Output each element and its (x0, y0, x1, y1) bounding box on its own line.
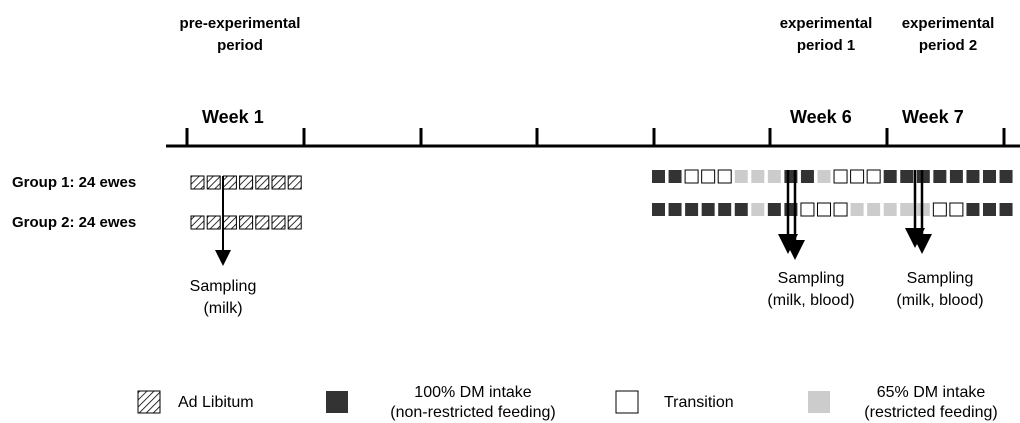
period-line: experimental (901, 15, 995, 32)
full-intake-square (718, 203, 732, 216)
full-intake-square (668, 170, 682, 183)
full-intake-square (652, 203, 665, 216)
full-intake-square (983, 170, 996, 183)
legend-swatch-full-intake (326, 391, 348, 413)
transition-square (949, 202, 964, 217)
full-intake-square (966, 170, 980, 183)
period-line: period 2 (918, 37, 978, 54)
group-1-label: Group 1: 24 ewes (12, 174, 137, 191)
ad-libitum-square (190, 175, 205, 190)
ad-libitum-square (206, 175, 221, 190)
legend-restricted-label: 65% DM intake (restricted feeding) (846, 383, 1016, 423)
full-intake-square (685, 203, 699, 216)
restricted-square (734, 170, 748, 183)
group-2-label: Group 2: 24 ewes (12, 214, 137, 231)
legend-swatch-restricted (808, 391, 830, 413)
legend-line: 100% DM intake (414, 384, 532, 401)
sampling-line: Sampling (777, 270, 845, 287)
full-intake-square (701, 203, 715, 216)
transition-square (850, 169, 865, 184)
full-intake-square (966, 203, 980, 216)
sampling-line: (milk, blood) (767, 292, 855, 309)
period-line: period 1 (796, 37, 856, 54)
week-7-label: Week 7 (902, 107, 964, 127)
period-line: experimental (779, 15, 873, 32)
transition-square (701, 169, 716, 184)
legend-ad-libitum-label: Ad Libitum (178, 394, 254, 411)
transition-square (684, 169, 699, 184)
ad-libitum-square (287, 175, 302, 190)
experimental-period-1-label: experimental period 1 (762, 13, 890, 57)
legend-line: (restricted feeding) (864, 404, 998, 421)
ad-libitum-square (255, 175, 270, 190)
full-intake-square (734, 203, 748, 216)
ad-libitum-square (255, 215, 270, 230)
full-intake-square (652, 170, 665, 183)
restricted-square (751, 203, 765, 216)
legend-full-intake-label: 100% DM intake (non-restricted feeding) (358, 383, 588, 423)
sampling-line: (milk) (203, 300, 243, 317)
restricted-square (817, 170, 831, 183)
week-ticks (185, 128, 1006, 146)
legend-swatch-transition (615, 390, 639, 414)
sampling-milk-label: Sampling (milk) (168, 276, 278, 320)
sampling-milk-blood-week7-label: Sampling (milk, blood) (880, 268, 1000, 312)
full-intake-square (900, 170, 914, 183)
restricted-square (767, 170, 781, 183)
full-intake-square (767, 203, 781, 216)
legend-line: (non-restricted feeding) (390, 404, 556, 421)
ad-libitum-square (190, 215, 205, 230)
transition-square (833, 169, 848, 184)
restricted-square (751, 170, 765, 183)
restricted-square (900, 203, 914, 216)
full-intake-square (916, 170, 930, 183)
full-intake-square (949, 170, 963, 183)
experimental-period-2-label: experimental period 2 (890, 13, 1006, 57)
full-intake-square (800, 170, 814, 183)
sampling-line: Sampling (906, 270, 974, 287)
transition-square (932, 202, 947, 217)
full-intake-square (999, 170, 1013, 183)
transition-square (800, 202, 815, 217)
transition-square (866, 169, 881, 184)
ad-libitum-square (271, 215, 286, 230)
legend-line: 65% DM intake (876, 384, 986, 401)
restricted-square (883, 203, 897, 216)
legend-transition-label: Transition (664, 394, 734, 411)
group1-feeding-row (652, 169, 1013, 184)
ad-libitum-square (287, 215, 302, 230)
legend-swatch-ad-libitum (137, 390, 161, 414)
full-intake-square (668, 203, 682, 216)
ad-libitum-square (222, 215, 237, 230)
sampling-line: (milk, blood) (896, 292, 984, 309)
ad-libitum-square (239, 175, 254, 190)
ad-libitum-square (239, 215, 254, 230)
ad-libitum-square (222, 175, 237, 190)
transition-square (817, 202, 831, 217)
restricted-square (867, 203, 881, 216)
full-intake-square (983, 203, 996, 216)
full-intake-square (883, 170, 897, 183)
period-line: pre-experimental (179, 15, 301, 32)
sampling-line: Sampling (189, 278, 257, 295)
full-intake-square (999, 203, 1013, 216)
ad-libitum-square (271, 175, 286, 190)
pre-experimental-period-label: pre-experimental period (150, 13, 330, 57)
transition-square (833, 202, 848, 217)
restricted-square (850, 203, 864, 216)
restricted-square (916, 203, 930, 216)
full-intake-square (933, 170, 947, 183)
week-6-label: Week 6 (790, 107, 852, 127)
group2-feeding-row (652, 202, 1013, 217)
sampling-milk-blood-week6-label: Sampling (milk, blood) (752, 268, 870, 312)
period-line: period (217, 37, 263, 54)
week-1-label: Week 1 (202, 107, 264, 127)
transition-square (717, 169, 732, 184)
ad-libitum-squares (190, 175, 302, 230)
ad-libitum-square (206, 215, 221, 230)
